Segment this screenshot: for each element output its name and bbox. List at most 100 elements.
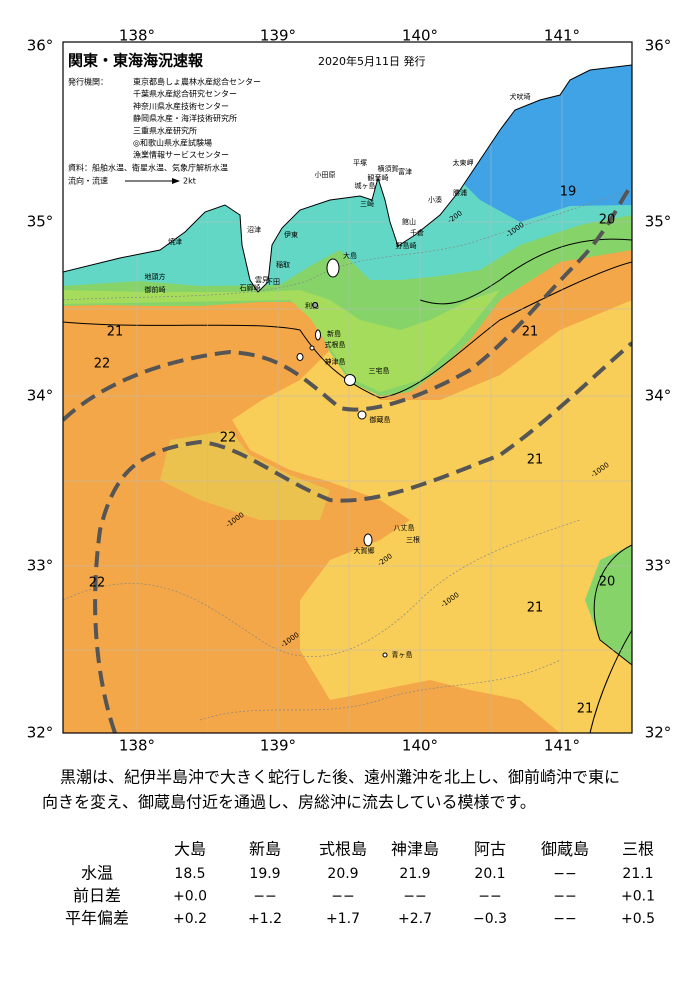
issue-date: 2020年5月11日 発行 xyxy=(318,54,426,68)
table-cell: +2.7 xyxy=(398,911,432,927)
place-name: 稲取 xyxy=(276,260,290,269)
legend-box xyxy=(64,48,296,190)
isotherm-label: 21 xyxy=(107,325,124,340)
place-name: 沼津 xyxy=(247,225,261,234)
table-cell: 18.5 xyxy=(174,866,205,882)
isotherm-label: 21 xyxy=(577,702,594,717)
table-cell: +1.2 xyxy=(248,911,282,927)
map-area xyxy=(63,42,632,733)
table-cell: −− xyxy=(403,889,426,905)
issuer: 静岡県水産・海洋技術研究所 xyxy=(133,113,237,123)
description-line: 黒潮は、紀伊半島沖で大きく蛇行した後、遠州灘沖を北上し、御前崎沖で東に xyxy=(60,768,620,787)
issuer: ◎和歌山県水産試験場 xyxy=(133,138,212,148)
place-name: 城ヶ島 xyxy=(355,181,376,190)
table-cell: −− xyxy=(331,889,354,905)
isotherm-label: 22 xyxy=(94,357,111,372)
table-header: 式根島 xyxy=(319,840,367,859)
table-header: 阿古 xyxy=(474,840,506,859)
row-label: 前日差 xyxy=(73,886,121,905)
place-name: 三宅島 xyxy=(369,366,390,375)
table-cell: +1.7 xyxy=(326,911,360,927)
longitude-label: 139° xyxy=(260,27,296,45)
table-cell: +0.0 xyxy=(173,889,207,905)
place-name: 青ヶ島 xyxy=(392,650,413,659)
latitude-label: 36° xyxy=(645,37,672,55)
kuroshio-axis xyxy=(63,183,632,733)
place-name: 館山 xyxy=(402,217,416,226)
map-frame xyxy=(62,41,633,734)
place-name: 石廊崎 xyxy=(240,283,261,292)
table-header: 大島 xyxy=(174,840,206,859)
table-cell: +0.1 xyxy=(621,889,655,905)
issuer-label: 発行機関： xyxy=(68,77,108,87)
table-header: 新島 xyxy=(249,840,281,859)
row-label: 水温 xyxy=(81,864,113,883)
isotherm-label: 20 xyxy=(599,213,616,228)
issuer: 漁業情報サービスセンター xyxy=(133,150,229,160)
isotherm-label: 21 xyxy=(522,325,539,340)
issuer: 三重県水産研究所 xyxy=(133,125,197,135)
place-name: 犬吠埼 xyxy=(510,92,531,101)
row-label: 平年偏差 xyxy=(65,909,129,928)
flow-scale: 2kt xyxy=(183,177,196,186)
flow-label: 流向・流速 xyxy=(68,176,108,186)
place-name: 焼津 xyxy=(168,237,182,246)
place-name: 富津 xyxy=(398,167,412,176)
place-name: 小田原 xyxy=(315,170,336,179)
place-name: 勝浦 xyxy=(453,188,467,197)
place-name: 地頭方 xyxy=(145,272,166,281)
latitude-label: 35° xyxy=(645,213,672,231)
table-cell: −0.3 xyxy=(473,911,507,927)
map-title: 関東・東海海況速報 xyxy=(68,52,204,70)
place-name: 平塚 xyxy=(353,158,367,167)
place-name: 御蔵島 xyxy=(370,415,391,424)
isotherm-label: 22 xyxy=(89,576,106,591)
table-cell: −− xyxy=(478,889,501,905)
place-name: 大賀郷 xyxy=(354,546,375,555)
place-name: 雲見 xyxy=(255,276,269,284)
mid-water xyxy=(160,430,330,520)
longitude-label: 138° xyxy=(119,737,155,755)
place-name: 千倉 xyxy=(410,228,424,237)
cool-water xyxy=(585,545,632,665)
place-name: 八丈島 xyxy=(394,523,415,532)
table-cell: 20.1 xyxy=(474,866,505,882)
isotherm-label: 21 xyxy=(527,453,544,468)
mid-water xyxy=(232,300,632,733)
place-name: 新島 xyxy=(327,329,341,338)
place-name: 三崎 xyxy=(360,199,374,208)
longitude-label: 140° xyxy=(402,737,438,755)
table-cell: −− xyxy=(553,866,576,882)
table-cell: +0.5 xyxy=(621,911,655,927)
longitude-label: 141° xyxy=(544,737,580,755)
isotherm-label: 19 xyxy=(560,185,577,200)
table-cell: 21.9 xyxy=(399,866,430,882)
table-header: 三根 xyxy=(622,840,654,859)
issuer: 千葉県水産総合研究センター xyxy=(133,89,237,99)
latitude-label: 34° xyxy=(27,387,54,405)
latitude-label: 33° xyxy=(645,557,672,575)
place-name: 神津島 xyxy=(325,357,346,366)
longitude-label: 140° xyxy=(402,27,438,45)
longitude-label: 138° xyxy=(119,27,155,45)
isotherm-label: 20 xyxy=(599,575,616,590)
place-name: 太東岬 xyxy=(453,158,474,167)
islands xyxy=(296,258,388,658)
place-name: 下田 xyxy=(266,278,280,286)
latitude-label: 34° xyxy=(645,387,672,405)
latitude-label: 32° xyxy=(27,724,54,742)
latitude-label: 36° xyxy=(27,37,54,55)
latitude-label: 35° xyxy=(27,213,54,231)
table-header: 御蔵島 xyxy=(541,840,589,859)
longitude-label: 139° xyxy=(260,737,296,755)
cool-water xyxy=(63,290,500,392)
description-line: 向きを変え、御蔵島付近を通過し、房総沖に流去している模様です。 xyxy=(42,793,536,812)
table-cell: −− xyxy=(253,889,276,905)
latitude-label: 32° xyxy=(645,724,672,742)
isotherms xyxy=(63,238,632,733)
place-name: 大島 xyxy=(343,251,357,260)
depth-contours xyxy=(63,189,632,721)
table-cell: 21.1 xyxy=(622,866,653,882)
isotherm-label: 22 xyxy=(220,431,237,446)
